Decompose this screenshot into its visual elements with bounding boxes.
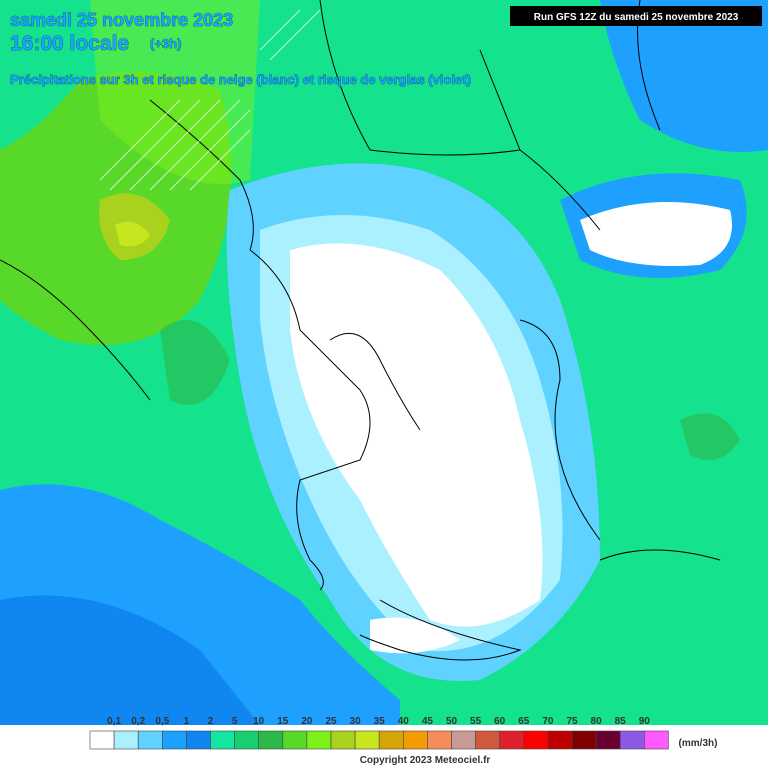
- legend-label: 40: [398, 716, 410, 727]
- legend-swatch: [451, 730, 476, 750]
- legend-label: 80: [591, 716, 603, 727]
- time-title: 16:00 locale: [10, 32, 129, 55]
- legend: 0,1 0,2 0,5 1 2 5 10 15 20 25 30 35 40 45 50 55 60 65 70 75…: [89, 716, 669, 750]
- legend-swatch: [306, 730, 332, 750]
- legend-swatch: [475, 730, 501, 750]
- legend-label: 1: [184, 716, 190, 727]
- legend-label: 15: [277, 716, 289, 727]
- legend-swatch: [619, 730, 645, 750]
- legend-label: 20: [301, 716, 313, 727]
- legend-label: 0,2: [131, 716, 145, 727]
- legend-swatch: [258, 730, 284, 750]
- legend-swatch: [330, 730, 356, 750]
- legend-swatch: [282, 730, 308, 750]
- legend-label: 75: [566, 716, 578, 727]
- legend-label: 90: [639, 716, 651, 727]
- legend-label: 85: [615, 716, 627, 727]
- legend-swatch: [571, 730, 597, 750]
- legend-label: 60: [494, 716, 506, 727]
- legend-label: 0,1: [107, 716, 121, 727]
- snow-hatch: [99, 9, 321, 191]
- legend-swatch: [113, 730, 139, 750]
- legend-swatch: [234, 730, 260, 750]
- legend-swatch: [643, 730, 669, 750]
- legend-label: 55: [470, 716, 482, 727]
- legend-swatch: [378, 730, 404, 750]
- legend-swatch: [210, 730, 235, 750]
- legend-swatch: [523, 730, 549, 750]
- legend-label: 25: [325, 716, 337, 727]
- legend-label: 0,5: [155, 716, 169, 727]
- legend-label: 50: [446, 716, 458, 727]
- legend-swatch: [354, 730, 380, 750]
- legend-label: 5: [232, 716, 238, 727]
- legend-swatch: [137, 730, 163, 750]
- run-info: Run GFS 12Z du samedi 25 novembre 2023: [534, 12, 739, 23]
- run-box: [510, 6, 762, 26]
- legend-label: 70: [542, 716, 554, 727]
- legend-swatch: [402, 730, 428, 750]
- legend-swatch: [427, 730, 452, 750]
- legend-label: 10: [253, 716, 265, 727]
- legend-unit: (mm/3h): [679, 738, 718, 749]
- subtitle: Précipitations sur 3h et risque de neige…: [10, 72, 471, 87]
- copyright: Copyright 2023 Meteociel.fr: [360, 755, 491, 766]
- borders: [0, 0, 721, 661]
- map-background: [0, 0, 768, 725]
- legend-label: 65: [518, 716, 530, 727]
- time-offset: (+3h): [150, 36, 181, 51]
- legend-label: 35: [374, 716, 386, 727]
- legend-swatch: [499, 730, 525, 750]
- legend-swatch: [162, 730, 187, 750]
- legend-swatch: [89, 730, 115, 750]
- date-title: samedi 25 novembre 2023: [10, 10, 233, 30]
- legend-swatch: [186, 730, 211, 750]
- legend-swatch: [547, 730, 573, 750]
- legend-label: 2: [208, 716, 214, 727]
- legend-swatch: [595, 730, 621, 750]
- legend-label: 30: [350, 716, 362, 727]
- legend-label: 45: [422, 716, 434, 727]
